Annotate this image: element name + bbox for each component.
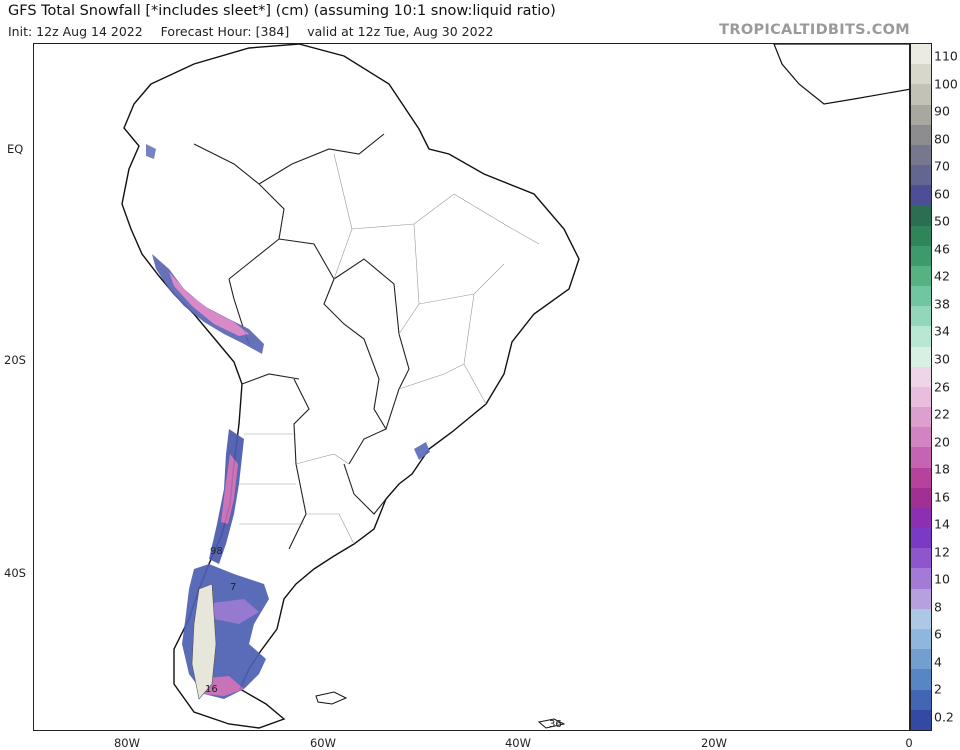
colorbar-tick-label: 70	[934, 158, 950, 174]
colorbar-swatch	[911, 487, 931, 508]
colorbar-swatch	[911, 165, 931, 186]
colorbar-tick-label: 46	[934, 241, 950, 257]
colorbar-swatch	[911, 124, 931, 145]
x-axis-label: 40W	[504, 736, 532, 750]
colorbar-swatch	[911, 366, 931, 387]
valid-time: valid at 12z Tue, Aug 30 2022	[307, 24, 494, 39]
colorbar-swatch	[911, 265, 931, 287]
init-time: Init: 12z Aug 14 2022	[8, 24, 143, 39]
colorbar-swatch	[911, 588, 931, 609]
colorbar-tick-label: 34	[934, 323, 950, 339]
africa-coastline	[773, 44, 909, 105]
colorbar-tick-label: 6	[934, 626, 942, 642]
map-annotation: 16	[205, 684, 218, 695]
colorbar-swatch	[911, 84, 931, 105]
colorbar-tick-label: 60	[934, 186, 950, 202]
colorbar-swatch	[911, 407, 931, 428]
colorbar-swatch	[911, 447, 931, 468]
colorbar-swatch	[911, 144, 931, 166]
colorbar-tick-label: 80	[934, 131, 950, 147]
colorbar-swatch	[911, 44, 931, 65]
map-annotation: 7	[230, 582, 236, 593]
colorbar-tick-label: 20	[934, 434, 950, 450]
colorbar-tick-label: 90	[934, 103, 950, 119]
colorbar-swatch	[911, 649, 931, 670]
map-annotation: 98	[210, 546, 223, 557]
colorbar-tick-label: 38	[934, 296, 950, 312]
snowfall-shading	[146, 144, 430, 700]
colorbar-swatch	[911, 386, 931, 408]
x-axis-label: 80W	[113, 736, 141, 750]
colorbar-tick-label: 12	[934, 544, 950, 560]
colorbar-swatch	[911, 528, 931, 549]
colorbar-swatch	[911, 427, 931, 448]
colorbar-tick-label: 0.2	[934, 709, 954, 725]
colorbar-swatch	[911, 507, 931, 529]
colorbar-swatch	[911, 306, 931, 327]
forecast-hour: Forecast Hour: [384]	[160, 24, 290, 39]
y-axis-label: 40S	[4, 566, 26, 580]
country-borders	[193, 133, 410, 550]
colorbar-tick-label: 18	[934, 461, 950, 477]
colorbar-swatch	[911, 104, 931, 125]
colorbar-swatch	[911, 628, 931, 650]
colorbar-tick-label: 10	[934, 571, 950, 587]
colorbar-swatch	[911, 245, 931, 266]
colorbar-swatch	[911, 548, 931, 569]
snowfall-map: 36 98 16 7	[33, 43, 910, 731]
colorbar-swatch	[911, 286, 931, 307]
colorbar-swatch	[911, 64, 931, 85]
colorbar-tick-label: 42	[934, 268, 950, 284]
y-axis-label: EQ	[7, 142, 24, 156]
colorbar-tick-label: 2	[934, 681, 942, 697]
colorbar-swatch	[911, 185, 931, 206]
colorbar-swatch	[911, 689, 931, 710]
colorbar-tick-label: 14	[934, 516, 950, 532]
y-axis-label: 20S	[4, 353, 26, 367]
chart-title: GFS Total Snowfall [*includes sleet*] (c…	[8, 3, 556, 19]
colorbar-swatch	[911, 608, 931, 629]
colorbar-tick-label: 4	[934, 654, 942, 670]
falkland-islands	[315, 691, 348, 705]
south-georgia	[537, 718, 566, 729]
colorbar-swatch	[911, 346, 931, 367]
map-annotation: 36	[549, 719, 562, 730]
colorbar-swatch	[911, 225, 931, 246]
colorbar-tick-label: 8	[934, 599, 942, 615]
colorbar-tick-label: 22	[934, 406, 950, 422]
colorbar-swatch	[911, 467, 931, 488]
colorbar-tick-label: 30	[934, 351, 950, 367]
colorbar-swatch	[911, 205, 931, 226]
x-axis-label: 20W	[700, 736, 728, 750]
colorbar	[910, 43, 932, 731]
colorbar-tick-label: 50	[934, 213, 950, 229]
colorbar-tick-label: 16	[934, 489, 950, 505]
colorbar-tick-label: 26	[934, 379, 950, 394]
colorbar-tick-label: 110	[934, 48, 958, 64]
brand-watermark: TROPICALTIDBITS.COM	[719, 22, 910, 38]
colorbar-swatch	[911, 669, 931, 690]
run-info: Init: 12z Aug 14 2022 Forecast Hour: [38…	[8, 24, 507, 39]
x-axis-label: 60W	[309, 736, 337, 750]
map-canvas: 36 98 16 7	[121, 44, 909, 730]
colorbar-swatch	[911, 326, 931, 347]
map-annotation-labels: 36 98 16 7	[205, 546, 562, 730]
x-axis-label: 0	[905, 736, 913, 750]
state-borders	[239, 153, 540, 545]
colorbar-swatch	[911, 568, 931, 589]
colorbar-swatch	[911, 709, 931, 730]
colorbar-tick-label: 100	[934, 76, 958, 92]
